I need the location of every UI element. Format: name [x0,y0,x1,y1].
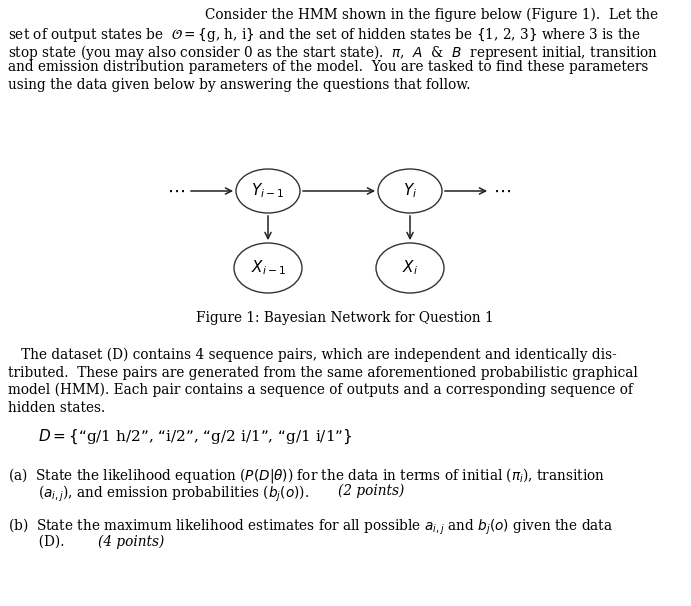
Text: model (HMM). Each pair contains a sequence of outputs and a corresponding sequen: model (HMM). Each pair contains a sequen… [8,383,633,398]
Text: using the data given below by answering the questions that follow.: using the data given below by answering … [8,78,471,92]
Text: tributed.  These pairs are generated from the same aforementioned probabilistic : tributed. These pairs are generated from… [8,365,638,379]
Text: $X_i$: $X_i$ [402,259,418,278]
Text: $Y_i$: $Y_i$ [403,182,417,201]
Text: $X_{i-1}$: $X_{i-1}$ [251,259,285,278]
Text: and emission distribution parameters of the model.  You are tasked to find these: and emission distribution parameters of … [8,61,648,75]
Text: $Y_{i-1}$: $Y_{i-1}$ [252,182,285,201]
Text: (4 points): (4 points) [98,534,164,549]
Text: The dataset (D) contains 4 sequence pairs, which are independent and identically: The dataset (D) contains 4 sequence pair… [8,348,617,362]
Text: Figure 1: Bayesian Network for Question 1: Figure 1: Bayesian Network for Question … [196,311,494,325]
Text: set of output states be  $\mathcal{O} = \{$g, h, i$\}$ and the set of hidden sta: set of output states be $\mathcal{O} = \… [8,25,641,44]
Text: (b)  State the maximum likelihood estimates for all possible $a_{i,j}$ and $b_j(: (b) State the maximum likelihood estimat… [8,517,613,538]
Text: Consider the HMM shown in the figure below (Figure 1).  Let the: Consider the HMM shown in the figure bel… [205,8,658,22]
Text: $\cdots$: $\cdots$ [493,182,511,200]
Text: (2 points): (2 points) [338,484,404,498]
Text: hidden states.: hidden states. [8,401,105,415]
Text: $\cdots$: $\cdots$ [167,182,185,200]
Text: ($a_{i,j}$), and emission probabilities ($b_j(o)$).: ($a_{i,j}$), and emission probabilities … [8,484,314,504]
Text: stop state (you may also consider 0 as the start state).  $\pi$,  $A$  &  $B$  r: stop state (you may also consider 0 as t… [8,43,659,62]
Text: (D).: (D). [8,534,73,548]
Text: (a)  State the likelihood equation ($P(D|\theta)$) for the data in terms of init: (a) State the likelihood equation ($P(D|… [8,466,605,485]
Text: $D = \{$“g/1 h/2”, “i/2”, “g/2 i/1”, “g/1 i/1”$\}$: $D = \{$“g/1 h/2”, “i/2”, “g/2 i/1”, “g/… [38,428,352,447]
